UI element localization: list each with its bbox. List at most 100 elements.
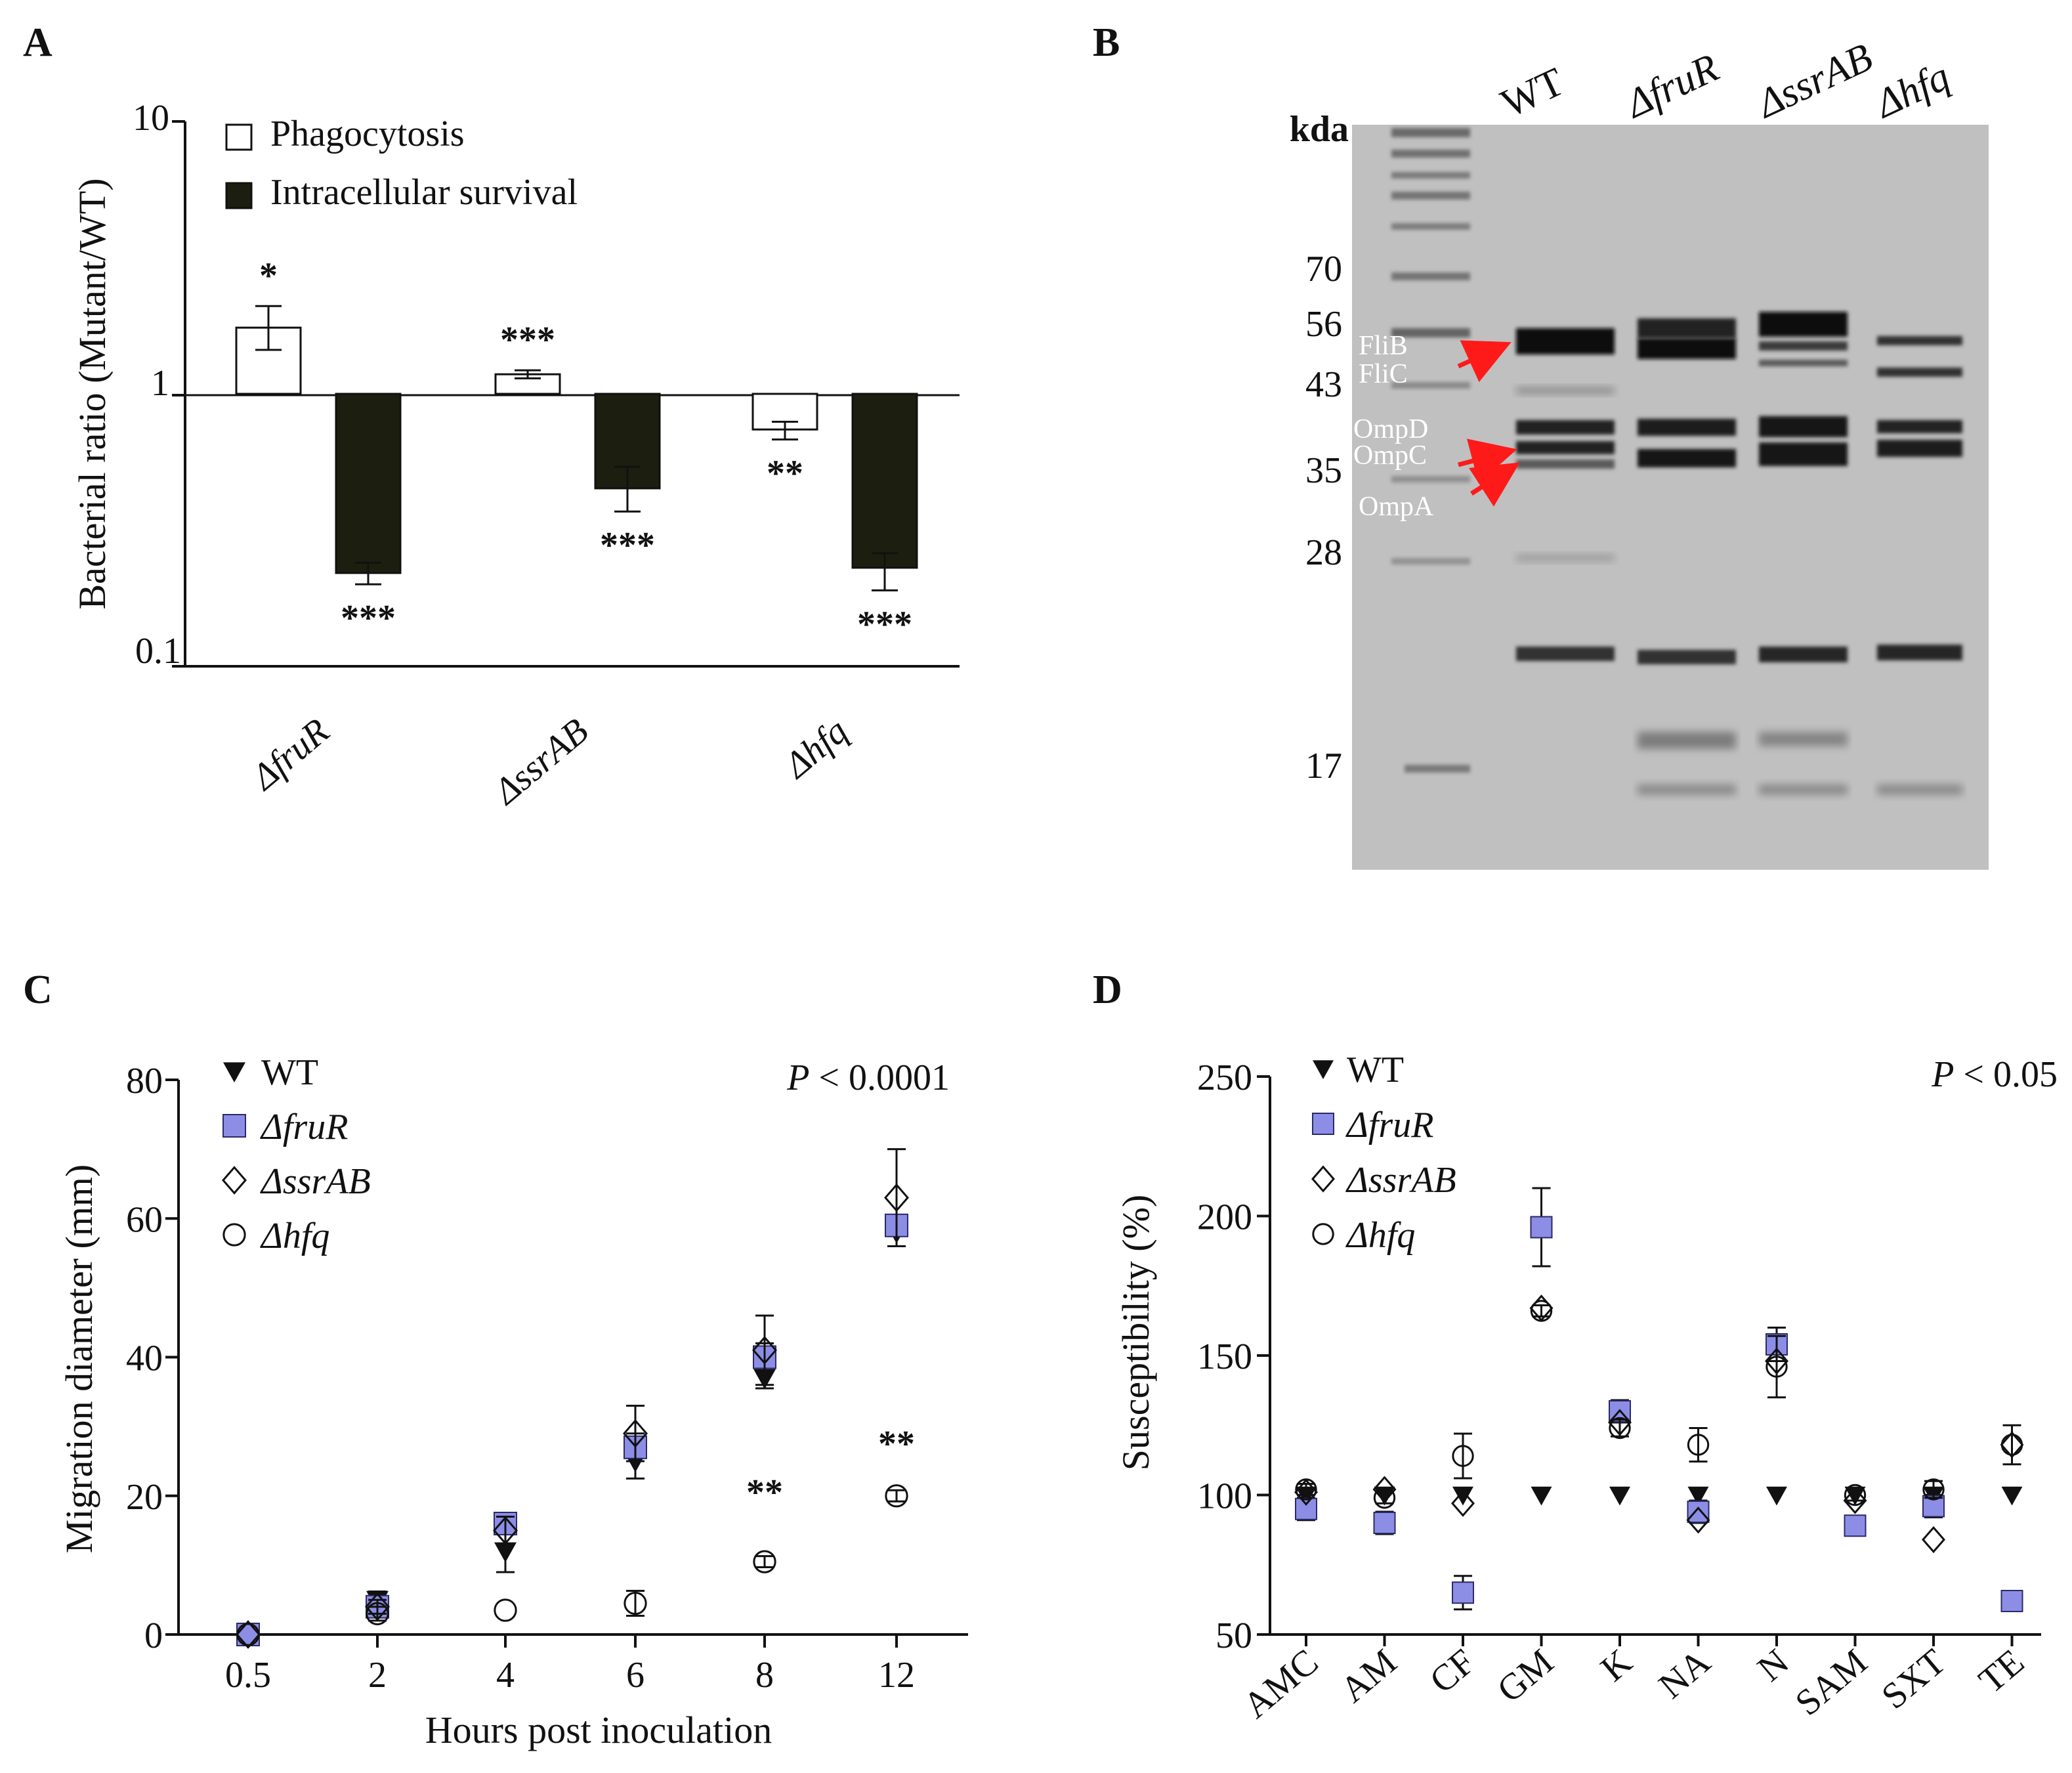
data-point xyxy=(494,1598,517,1622)
x-tick-label: SAM xyxy=(1788,1641,1875,1724)
gel-band-ompd xyxy=(1638,419,1736,436)
y-tick-label: 80 xyxy=(126,1061,163,1101)
data-point xyxy=(1452,1445,1474,1467)
data-point xyxy=(1451,1489,1475,1517)
data-point xyxy=(1843,1487,1867,1514)
legend-marker xyxy=(223,1062,245,1082)
gel-band xyxy=(1638,732,1736,749)
ladder-band xyxy=(1391,128,1470,137)
p-value-prefix: P xyxy=(1931,1054,1954,1095)
p-value-suffix: < 0.05 xyxy=(1954,1054,2058,1095)
x-tick-label: N xyxy=(1750,1641,1797,1689)
x-tick-label: 4 xyxy=(496,1655,515,1696)
x-tick-label: NA xyxy=(1651,1641,1718,1707)
x-tick-label: 2 xyxy=(368,1655,387,1696)
significance-label: *** xyxy=(341,598,396,639)
data-point xyxy=(753,1550,776,1573)
band-label-ompc: OmpC xyxy=(1353,440,1427,471)
gel-band xyxy=(1759,647,1848,662)
data-point xyxy=(1765,1356,1788,1378)
data-point xyxy=(1609,1417,1631,1440)
legend-marker xyxy=(1313,1060,1334,1079)
y-axis-title: Bacterial ratio (Mutant/WT) xyxy=(71,178,114,609)
points-c xyxy=(236,1148,909,1649)
ladder-band xyxy=(1405,765,1470,773)
x-tick-label: GM xyxy=(1490,1641,1561,1710)
gel-band xyxy=(1516,387,1615,394)
ladder-band xyxy=(1391,272,1470,280)
data-point xyxy=(2001,1486,2023,1506)
data-point xyxy=(1296,1486,1317,1506)
data-point xyxy=(1452,1486,1473,1506)
category-label: ΔfruR xyxy=(243,710,337,798)
legend-swatch-phagocytosis xyxy=(225,123,253,151)
legend-d: WT ΔfruR ΔssrAB Δhfq xyxy=(1311,1050,1456,1256)
gel-band xyxy=(1759,732,1848,746)
legend-marker xyxy=(222,1114,246,1138)
data-point xyxy=(236,1623,260,1646)
data-point xyxy=(366,1602,389,1625)
x-tick-label: AM xyxy=(1333,1641,1405,1710)
y-tick-label: 0 xyxy=(144,1615,163,1656)
gel-band xyxy=(1759,360,1848,366)
p-value-prefix: P xyxy=(786,1057,809,1098)
bar xyxy=(335,393,402,574)
data-point xyxy=(1844,1484,1867,1506)
gel-band xyxy=(1759,784,1848,795)
legend-label: Δhfq xyxy=(260,1216,329,1256)
gel-band-ompd xyxy=(1759,416,1848,437)
lane-label-wt: WT xyxy=(1494,59,1571,126)
gel-band-flic xyxy=(1638,338,1736,359)
marker-label: 56 xyxy=(1305,304,1342,345)
gel-band xyxy=(1516,555,1615,561)
data-point xyxy=(884,1183,909,1212)
significance-label: *** xyxy=(500,320,555,360)
data-point xyxy=(1687,1501,1710,1523)
data-point xyxy=(1687,1434,1710,1456)
marker-label: 43 xyxy=(1305,364,1342,405)
legend-label-intracellular: Intracellular survival xyxy=(270,172,578,213)
panel-a-letter: A xyxy=(23,20,53,65)
data-point xyxy=(1922,1478,1945,1501)
band-label-ompd: OmpD xyxy=(1353,414,1428,444)
panel-c: C 0 20 40 60 80 0.5 2 4 6 8 12 Migration diameter … xyxy=(23,968,968,1751)
significance-label: *** xyxy=(857,604,912,645)
p-value: P < 0.0001 xyxy=(786,1057,950,1098)
data-point xyxy=(493,1516,518,1545)
y-tick-label: 250 xyxy=(1197,1057,1252,1098)
gel-band-ompc xyxy=(1759,442,1848,466)
ladder-band xyxy=(1391,172,1470,179)
x-tick-label: CF xyxy=(1422,1641,1483,1701)
gel-band-ompa xyxy=(1516,459,1615,469)
panel-c-letter: C xyxy=(23,968,53,1012)
data-point xyxy=(1373,1487,1396,1509)
data-point xyxy=(1531,1486,1552,1506)
lane-label-ssrAB: ΔssrAB xyxy=(1748,35,1879,127)
data-point xyxy=(1609,1486,1630,1506)
data-point xyxy=(623,1419,648,1448)
gel-band-flic xyxy=(1759,341,1848,351)
gel-band-flic xyxy=(1877,336,1962,345)
ladder-band xyxy=(1391,558,1470,565)
lane-label-hfq: Δhfq xyxy=(1867,54,1956,127)
gel-texture xyxy=(1352,125,1989,870)
gel-lanes xyxy=(1516,312,1962,795)
legend-marker xyxy=(222,1166,247,1195)
data-point xyxy=(1687,1486,1709,1506)
marker-label: 70 xyxy=(1305,249,1342,289)
y-tick-label: 10 xyxy=(133,98,169,139)
annotation: ** xyxy=(746,1472,783,1513)
gel-band-flib xyxy=(1638,318,1736,338)
bars-a: *************** xyxy=(235,255,918,645)
gel-band-ompd xyxy=(1877,420,1962,433)
p-value-suffix: < 0.0001 xyxy=(809,1057,950,1098)
category-label: ΔssrAB xyxy=(485,710,596,813)
data-point xyxy=(1452,1581,1474,1604)
data-point xyxy=(1766,1486,1787,1506)
arrow-flic xyxy=(1457,340,1512,383)
gel-band xyxy=(1877,645,1962,660)
gel-band xyxy=(1877,368,1962,377)
legend-label: ΔfruR xyxy=(260,1107,348,1147)
